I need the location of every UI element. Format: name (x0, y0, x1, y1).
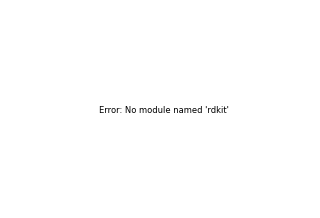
Text: Error: No module named 'rdkit': Error: No module named 'rdkit' (99, 106, 229, 115)
